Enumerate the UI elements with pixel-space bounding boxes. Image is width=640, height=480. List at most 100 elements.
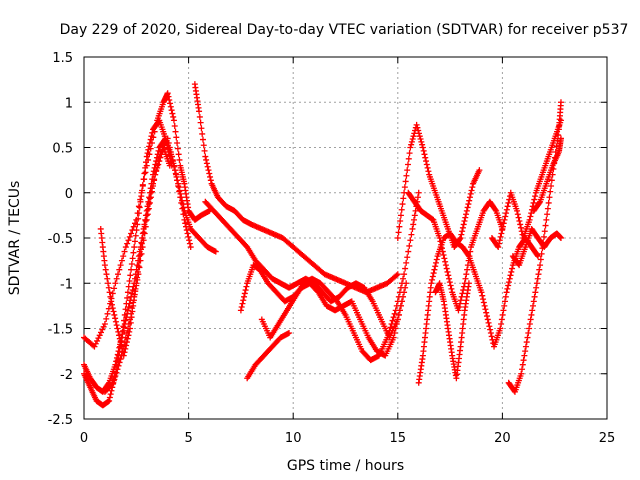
data-point	[167, 103, 174, 110]
data-point	[517, 221, 524, 228]
data-point	[196, 108, 203, 115]
data-point	[397, 212, 404, 219]
data-point	[166, 96, 173, 103]
data-point	[466, 194, 473, 201]
data-point	[112, 280, 119, 287]
y-tick-label: -2	[60, 368, 73, 383]
data-point	[456, 304, 463, 311]
data-point	[156, 158, 163, 165]
data-point	[92, 340, 99, 347]
data-point	[124, 294, 131, 301]
data-point	[124, 289, 131, 296]
data-point	[169, 156, 176, 163]
data-point	[455, 307, 462, 314]
data-point	[442, 262, 449, 269]
data-point	[243, 283, 250, 290]
data-point	[394, 235, 401, 241]
data-point	[91, 343, 98, 350]
data-point	[465, 280, 472, 287]
data-point	[541, 228, 548, 235]
data-point	[430, 270, 437, 277]
data-point	[540, 233, 547, 240]
data-point	[154, 164, 161, 171]
data-point	[173, 173, 180, 180]
data-point	[117, 262, 124, 269]
data-point	[413, 121, 420, 128]
data-point	[536, 199, 543, 206]
data-point	[174, 177, 181, 184]
data-point	[145, 205, 152, 212]
data-point	[117, 356, 124, 363]
data-point	[548, 177, 555, 184]
data-point	[411, 216, 418, 223]
data-point	[441, 255, 448, 262]
data-point	[440, 251, 447, 258]
data-point	[175, 151, 182, 158]
data-point	[484, 316, 491, 323]
data-point	[483, 309, 490, 316]
data-point	[502, 298, 509, 305]
data-point	[415, 189, 422, 196]
data-point	[146, 143, 153, 150]
data-point	[499, 311, 506, 318]
data-point	[119, 348, 126, 355]
data-point	[203, 156, 210, 163]
data-point	[407, 144, 414, 151]
data-point	[96, 332, 103, 339]
data-point	[534, 275, 541, 282]
data-point	[444, 268, 451, 275]
data-point	[499, 223, 506, 230]
data-point	[459, 228, 466, 235]
data-point	[526, 320, 533, 327]
data-point	[529, 307, 536, 314]
data-point	[106, 394, 113, 401]
data-point	[481, 302, 488, 309]
series-arc8	[237, 262, 405, 359]
data-point	[497, 325, 504, 332]
data-point	[535, 271, 542, 278]
data-point	[196, 113, 203, 120]
data-point	[206, 170, 213, 177]
data-point	[111, 311, 118, 318]
data-point	[543, 216, 550, 223]
data-point	[240, 297, 247, 304]
data-point	[464, 266, 471, 273]
data-point	[111, 376, 118, 383]
data-point	[446, 275, 453, 282]
data-point	[420, 147, 427, 154]
series-arc6	[191, 81, 401, 296]
data-point	[501, 302, 508, 309]
data-point	[496, 237, 503, 244]
data-point	[528, 311, 535, 318]
data-point	[534, 251, 541, 258]
data-point	[500, 220, 507, 227]
data-point	[104, 275, 111, 282]
data-point	[518, 370, 525, 377]
data-point	[237, 307, 244, 314]
data-point	[133, 282, 140, 289]
data-point	[388, 320, 395, 327]
data-point	[394, 271, 401, 278]
data-point	[463, 271, 470, 278]
data-point	[514, 207, 521, 214]
data-point	[141, 170, 148, 177]
data-point	[505, 279, 512, 286]
data-point	[124, 240, 131, 247]
data-point	[502, 213, 509, 220]
data-point	[526, 216, 533, 223]
data-point	[135, 215, 142, 222]
data-point	[131, 293, 138, 300]
data-point	[146, 199, 153, 206]
data-point	[176, 187, 183, 194]
data-point	[205, 167, 212, 174]
data-point	[448, 285, 455, 292]
data-point	[212, 248, 219, 255]
data-point	[386, 327, 393, 334]
data-point	[402, 178, 409, 185]
data-point	[118, 257, 125, 264]
data-point	[111, 285, 118, 292]
data-point	[401, 271, 408, 278]
data-point	[241, 293, 248, 300]
data-point	[187, 244, 194, 251]
data-point	[545, 199, 552, 206]
